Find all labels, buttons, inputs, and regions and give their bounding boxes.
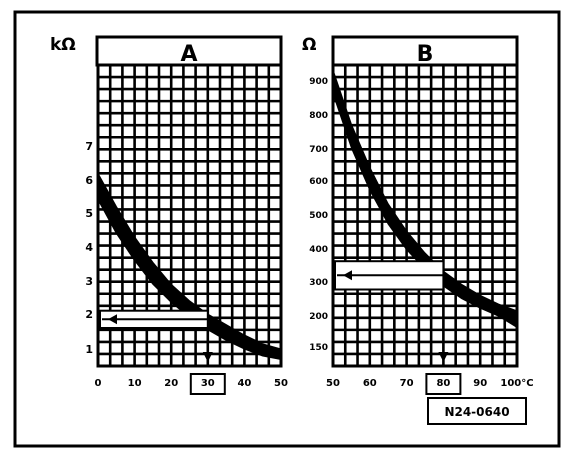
y-tick-label: 1: [85, 343, 93, 356]
y-tick-label: 2: [85, 308, 93, 321]
y-tick-label: 6: [85, 174, 93, 187]
reading-arrow-vertical: [202, 352, 213, 362]
reading-annotation-a: [99, 309, 213, 362]
x-tick-label: 90: [473, 378, 487, 389]
x-ticks-a: 0 10 20 30 40 50: [95, 373, 288, 395]
x-ticks-b: 50 60 70 80 90 100°C: [326, 373, 534, 395]
x-tick-label: 10: [128, 378, 142, 389]
x-tick-label: 60: [363, 378, 377, 389]
x-tick-highlight-box: [425, 373, 462, 395]
figure-id-box: [427, 397, 527, 425]
y-tick-label: 150: [309, 343, 328, 353]
curve-band-series: [97, 172, 282, 360]
y-tick-label: 200: [309, 312, 328, 322]
y-tick-label: 5: [85, 207, 93, 220]
y-tick-label: 400: [309, 245, 328, 255]
x-tick-label: 50: [274, 378, 288, 389]
x-tick-label: 0: [95, 378, 102, 389]
x-tick-label: 70: [400, 378, 414, 389]
curve-band-a: [97, 172, 282, 360]
unit-label-b: Ω: [302, 35, 316, 55]
panel-a-title: A: [180, 42, 197, 67]
x-tick-label: 80: [436, 378, 450, 389]
reading-annotation-b: [334, 260, 449, 362]
x-tick-label: 30: [201, 378, 215, 389]
y-tick-label: 700: [309, 145, 328, 155]
y-tick-label: 4: [85, 241, 93, 254]
figure-id: N24-0640: [444, 405, 509, 419]
y-tick-label: 900: [309, 77, 328, 87]
y-tick-label: 500: [309, 211, 328, 221]
reading-arrow: [108, 314, 117, 325]
y-tick-label: 600: [309, 177, 328, 187]
x-tick-highlight-box: [189, 373, 226, 395]
y-tick-label: 800: [309, 111, 328, 121]
reading-arrow-vertical: [438, 352, 449, 362]
y-tick-label: 3: [85, 275, 93, 288]
curve-band-series: [332, 69, 518, 328]
x-tick-label: 20: [164, 378, 178, 389]
unit-label-a: kΩ: [50, 35, 76, 55]
y-ticks-a: 1 2 3 4 5 6 7: [85, 140, 93, 356]
y-ticks-b: 150 200 300 400 500 600 700 800 900: [309, 77, 328, 353]
reading-arrow: [343, 270, 352, 281]
x-tick-label: 50: [326, 378, 340, 389]
x-tick-label: 40: [237, 378, 251, 389]
grid-b: [331, 63, 519, 368]
y-tick-label: 300: [309, 278, 328, 288]
plot-frame: [331, 63, 519, 368]
x-tick-label: 100°C: [500, 378, 533, 389]
panel-b-title: B: [417, 42, 434, 67]
panel-b: Ω B 50 60 70 80 90 100°C 150 200 300 400 500 600 70…: [302, 35, 534, 395]
y-tick-label: 7: [85, 140, 93, 153]
panel-a: kΩ A 0 10 20 30 40 50 1 2 3 4 5 6 7: [50, 35, 288, 395]
curve-band-b: [332, 69, 518, 328]
